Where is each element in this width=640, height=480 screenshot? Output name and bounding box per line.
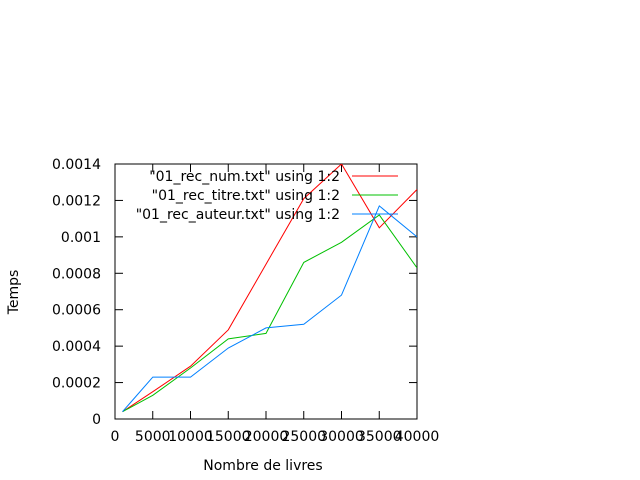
x-tick-label: 10000 [168,429,213,445]
y-axis-ticks: 0 0.0002 0.0004 0.0006 0.0008 0.001 0.0012 0.00… [52,157,417,428]
y-tick-label: 0 [92,412,101,428]
y-tick-label: 0.0012 [52,193,101,209]
x-tick-label: 30000 [319,429,364,445]
legend-label: "01_rec_titre.txt" using 1:2 [152,188,340,204]
legend-label: "01_rec_num.txt" using 1:2 [149,169,340,185]
x-tick-label: 40000 [395,429,440,445]
series-line-3 [122,205,417,413]
y-tick-label: 0.0008 [52,266,101,282]
x-tick-label: 15000 [206,429,251,445]
x-tick-label: 35000 [357,429,402,445]
y-tick-label: 0.0014 [52,157,101,173]
series-line-1 [122,164,417,413]
x-tick-label: 20000 [244,429,289,445]
x-tick-label: 25000 [281,429,326,445]
y-axis-label: Temps [6,270,22,316]
x-axis-label: Nombre de livres [203,458,322,474]
y-tick-label: 0.0002 [52,376,101,392]
series-lines [122,164,417,413]
y-tick-label: 0.0006 [52,303,101,319]
series-line-2 [122,214,417,413]
y-tick-label: 0.001 [61,230,101,246]
y-tick-label: 0.0004 [52,339,101,355]
legend: "01_rec_num.txt" using 1:2 "01_rec_titre.… [136,169,398,223]
x-tick-label: 5000 [135,429,171,445]
x-tick-label: 0 [111,429,120,445]
legend-label: "01_rec_auteur.txt" using 1:2 [136,207,340,223]
